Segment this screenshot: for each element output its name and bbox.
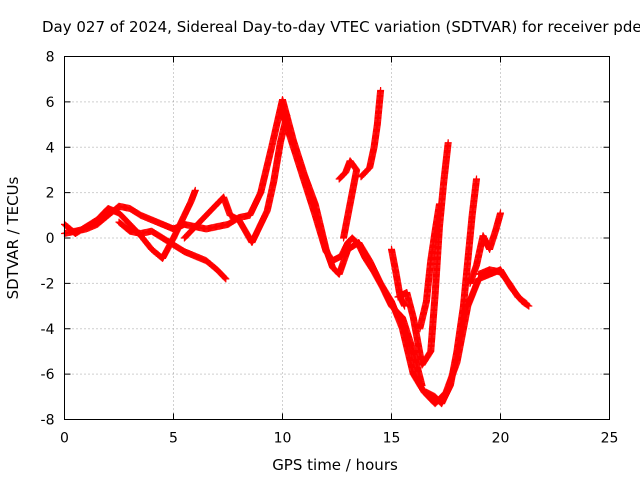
data-series-3 <box>180 111 291 247</box>
data-point <box>191 186 199 194</box>
data-series-2 <box>115 218 230 283</box>
data-series-10 <box>422 175 481 408</box>
x-tick-label: 0 <box>60 431 69 447</box>
plot-frame <box>64 56 610 420</box>
data-point <box>497 209 504 217</box>
data-series-11 <box>466 209 504 287</box>
data-point <box>220 273 228 281</box>
y-tick-label: 8 <box>46 50 55 66</box>
x-tick-label: 15 <box>383 431 401 447</box>
y-tick-label: 0 <box>46 231 55 247</box>
y-tick-label: 6 <box>46 95 55 111</box>
y-tick-label: -2 <box>41 276 55 292</box>
data-series <box>61 87 533 408</box>
axis-ticks: 0 5 10 15 20 25 -8 -6 -4 -2 0 2 4 6 8 <box>41 50 619 447</box>
x-tick-label: 20 <box>492 431 510 447</box>
x-tick-label: 5 <box>169 431 178 447</box>
y-tick-label: 4 <box>46 140 55 156</box>
data-series-8 <box>388 245 409 310</box>
data-point <box>377 87 385 95</box>
y-tick-label: -6 <box>41 367 55 383</box>
data-point <box>435 200 443 208</box>
chart-title: Day 027 of 2024, Sidereal Day-to-day VTE… <box>42 18 640 36</box>
data-point <box>473 175 481 183</box>
x-tick-label: 25 <box>601 431 619 447</box>
y-tick-label: 2 <box>46 186 55 202</box>
data-point <box>444 139 452 147</box>
data-series-1 <box>61 186 199 262</box>
data-point <box>523 300 531 308</box>
data-point <box>222 275 230 283</box>
y-tick-label: -4 <box>41 322 55 338</box>
data-point <box>418 381 426 389</box>
data-series-12 <box>475 266 531 308</box>
y-axis-label: SDTVAR / TECUs <box>4 176 22 299</box>
data-point <box>401 302 409 310</box>
x-tick-label: 10 <box>274 431 292 447</box>
data-point <box>221 274 229 282</box>
data-series-4 <box>279 109 426 389</box>
data-point <box>340 234 348 242</box>
x-axis-label: GPS time / hours <box>272 456 398 474</box>
data-series-9 <box>416 200 443 333</box>
data-point <box>522 299 530 307</box>
y-tick-label: -8 <box>41 413 55 429</box>
data-series-0 <box>61 96 533 408</box>
data-series-6 <box>357 87 385 181</box>
data-series-5 <box>335 157 361 242</box>
